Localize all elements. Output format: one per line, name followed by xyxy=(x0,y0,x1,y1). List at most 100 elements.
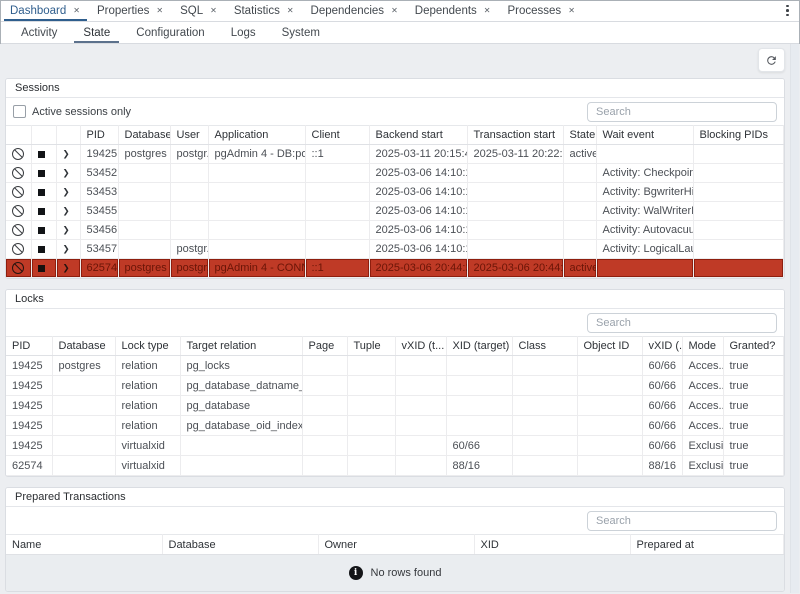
cell[interactable] xyxy=(693,163,784,183)
tab-statistics[interactable]: Statistics ✕ xyxy=(226,0,303,21)
table-row[interactable]: 19425 postgres relation pg_locks 60/66 Acces.… xyxy=(6,355,784,376)
column-header-lock-type[interactable]: Lock type xyxy=(115,336,181,356)
cancel-query-button[interactable] xyxy=(6,239,32,259)
cell[interactable]: ::1 xyxy=(305,144,370,164)
refresh-button[interactable] xyxy=(758,48,785,72)
cell[interactable]: Exclusi... xyxy=(682,435,724,456)
tab-dashboard[interactable]: Dashboard ✕ xyxy=(2,0,89,21)
cell[interactable]: 2025-03-11 20:15:46 ... xyxy=(369,144,468,164)
sub-tab-state[interactable]: State xyxy=(70,22,123,43)
cell[interactable] xyxy=(693,258,784,278)
cell[interactable] xyxy=(305,182,370,202)
cell[interactable] xyxy=(577,395,643,416)
column-header-vxid[interactable]: vXID (... xyxy=(642,336,683,356)
cell[interactable] xyxy=(52,435,116,456)
cell[interactable] xyxy=(512,375,578,396)
cell[interactable] xyxy=(693,182,784,202)
cell[interactable]: 60/66 xyxy=(642,355,683,376)
cell[interactable] xyxy=(446,395,513,416)
cell[interactable] xyxy=(563,201,597,221)
cell[interactable]: 53452 xyxy=(80,163,119,183)
cell[interactable] xyxy=(52,375,116,396)
table-row[interactable]: ❯ 53456 2025-03-06 14:10:11 ... Activity: A… xyxy=(6,220,784,240)
cell[interactable]: 2025-03-06 14:10:11 ... xyxy=(369,220,468,240)
cell[interactable]: Activity: LogicalLaun... xyxy=(596,239,694,259)
close-icon[interactable]: ✕ xyxy=(210,5,217,15)
sub-tab-logs[interactable]: Logs xyxy=(230,26,256,39)
cell[interactable]: true xyxy=(723,355,784,376)
cell[interactable]: 88/16 xyxy=(446,455,513,476)
cell[interactable] xyxy=(302,375,348,396)
cell[interactable] xyxy=(577,415,643,436)
column-header-object-id[interactable]: Object ID xyxy=(577,336,643,356)
tab-dependencies[interactable]: Dependencies ✕ xyxy=(303,0,407,21)
table-row[interactable]: 19425 relation pg_database_oid_index 60/66 A… xyxy=(6,415,784,436)
expand-row-button[interactable]: ❯ xyxy=(56,258,81,278)
cell[interactable] xyxy=(52,455,116,476)
cell[interactable]: Activity: Autovacuum... xyxy=(596,220,694,240)
cell[interactable] xyxy=(512,395,578,416)
column-header-database[interactable]: Database xyxy=(52,336,116,356)
cell[interactable] xyxy=(305,239,370,259)
cell[interactable]: 2025-03-11 20:22:36 ... xyxy=(467,144,564,164)
terminate-session-button[interactable] xyxy=(31,258,57,278)
locks-search-input[interactable] xyxy=(587,312,777,333)
cell[interactable]: true xyxy=(723,435,784,456)
column-header-pid[interactable]: PID xyxy=(6,336,53,356)
cell[interactable]: 19425 xyxy=(6,415,53,436)
cell[interactable] xyxy=(347,395,396,416)
cancel-query-button[interactable] xyxy=(6,144,32,164)
cell[interactable]: pg_database_oid_index xyxy=(180,415,303,436)
cell[interactable]: active xyxy=(563,258,597,278)
cell[interactable] xyxy=(302,435,348,456)
cell[interactable]: 2025-03-06 14:10:11 ... xyxy=(369,239,468,259)
cell[interactable] xyxy=(467,220,564,240)
cell[interactable]: postgres xyxy=(118,258,171,278)
cell[interactable]: postgr... xyxy=(170,239,209,259)
cell[interactable] xyxy=(170,201,209,221)
cell[interactable] xyxy=(467,201,564,221)
sub-tab-configuration[interactable]: Configuration xyxy=(136,26,205,39)
cell[interactable]: 53456 xyxy=(80,220,119,240)
cell[interactable]: postgres xyxy=(52,355,116,376)
active-sessions-only-checkbox[interactable]: Active sessions only xyxy=(13,105,131,118)
cell[interactable]: 60/66 xyxy=(446,435,513,456)
cell[interactable]: 2025-03-06 14:10:11 ... xyxy=(369,201,468,221)
cell[interactable]: Acces... xyxy=(682,415,724,436)
column-header-owner[interactable]: Owner xyxy=(318,534,475,555)
cell[interactable] xyxy=(467,163,564,183)
cell[interactable] xyxy=(118,220,171,240)
column-header-application[interactable]: Application xyxy=(208,125,306,145)
cell[interactable]: 19425 xyxy=(6,375,53,396)
cell[interactable] xyxy=(693,239,784,259)
terminate-session-button[interactable] xyxy=(31,220,57,240)
cell[interactable] xyxy=(118,201,171,221)
column-header-prepared-at[interactable]: Prepared at xyxy=(630,534,784,555)
cell[interactable] xyxy=(577,435,643,456)
cell[interactable] xyxy=(596,258,694,278)
close-icon[interactable]: ✕ xyxy=(286,5,294,15)
cell[interactable] xyxy=(446,375,513,396)
close-icon[interactable]: ✕ xyxy=(568,5,575,15)
cell[interactable] xyxy=(347,375,396,396)
close-icon[interactable]: ✕ xyxy=(73,5,80,15)
cell[interactable] xyxy=(170,220,209,240)
column-header-backend-start[interactable]: Backend start xyxy=(369,125,468,145)
expand-row-button[interactable]: ❯ xyxy=(56,239,81,259)
cell[interactable]: 19425 xyxy=(6,395,53,416)
cell[interactable] xyxy=(512,435,578,456)
sub-tab-activity[interactable]: Activity xyxy=(21,26,58,39)
column-header-transaction-start[interactable]: Transaction start xyxy=(467,125,564,145)
cell[interactable]: 53455 xyxy=(80,201,119,221)
cell[interactable] xyxy=(395,435,447,456)
column-header-class[interactable]: Class xyxy=(512,336,578,356)
cell[interactable]: 62574 xyxy=(6,455,53,476)
tab-sql[interactable]: SQL ✕ xyxy=(172,0,226,21)
cell[interactable] xyxy=(208,182,306,202)
cell[interactable]: 53453 xyxy=(80,182,119,202)
column-header-wait-event[interactable]: Wait event xyxy=(596,125,694,145)
cell[interactable]: virtualxid xyxy=(115,435,181,456)
cell[interactable]: 2025-03-06 14:10:11 ... xyxy=(369,163,468,183)
